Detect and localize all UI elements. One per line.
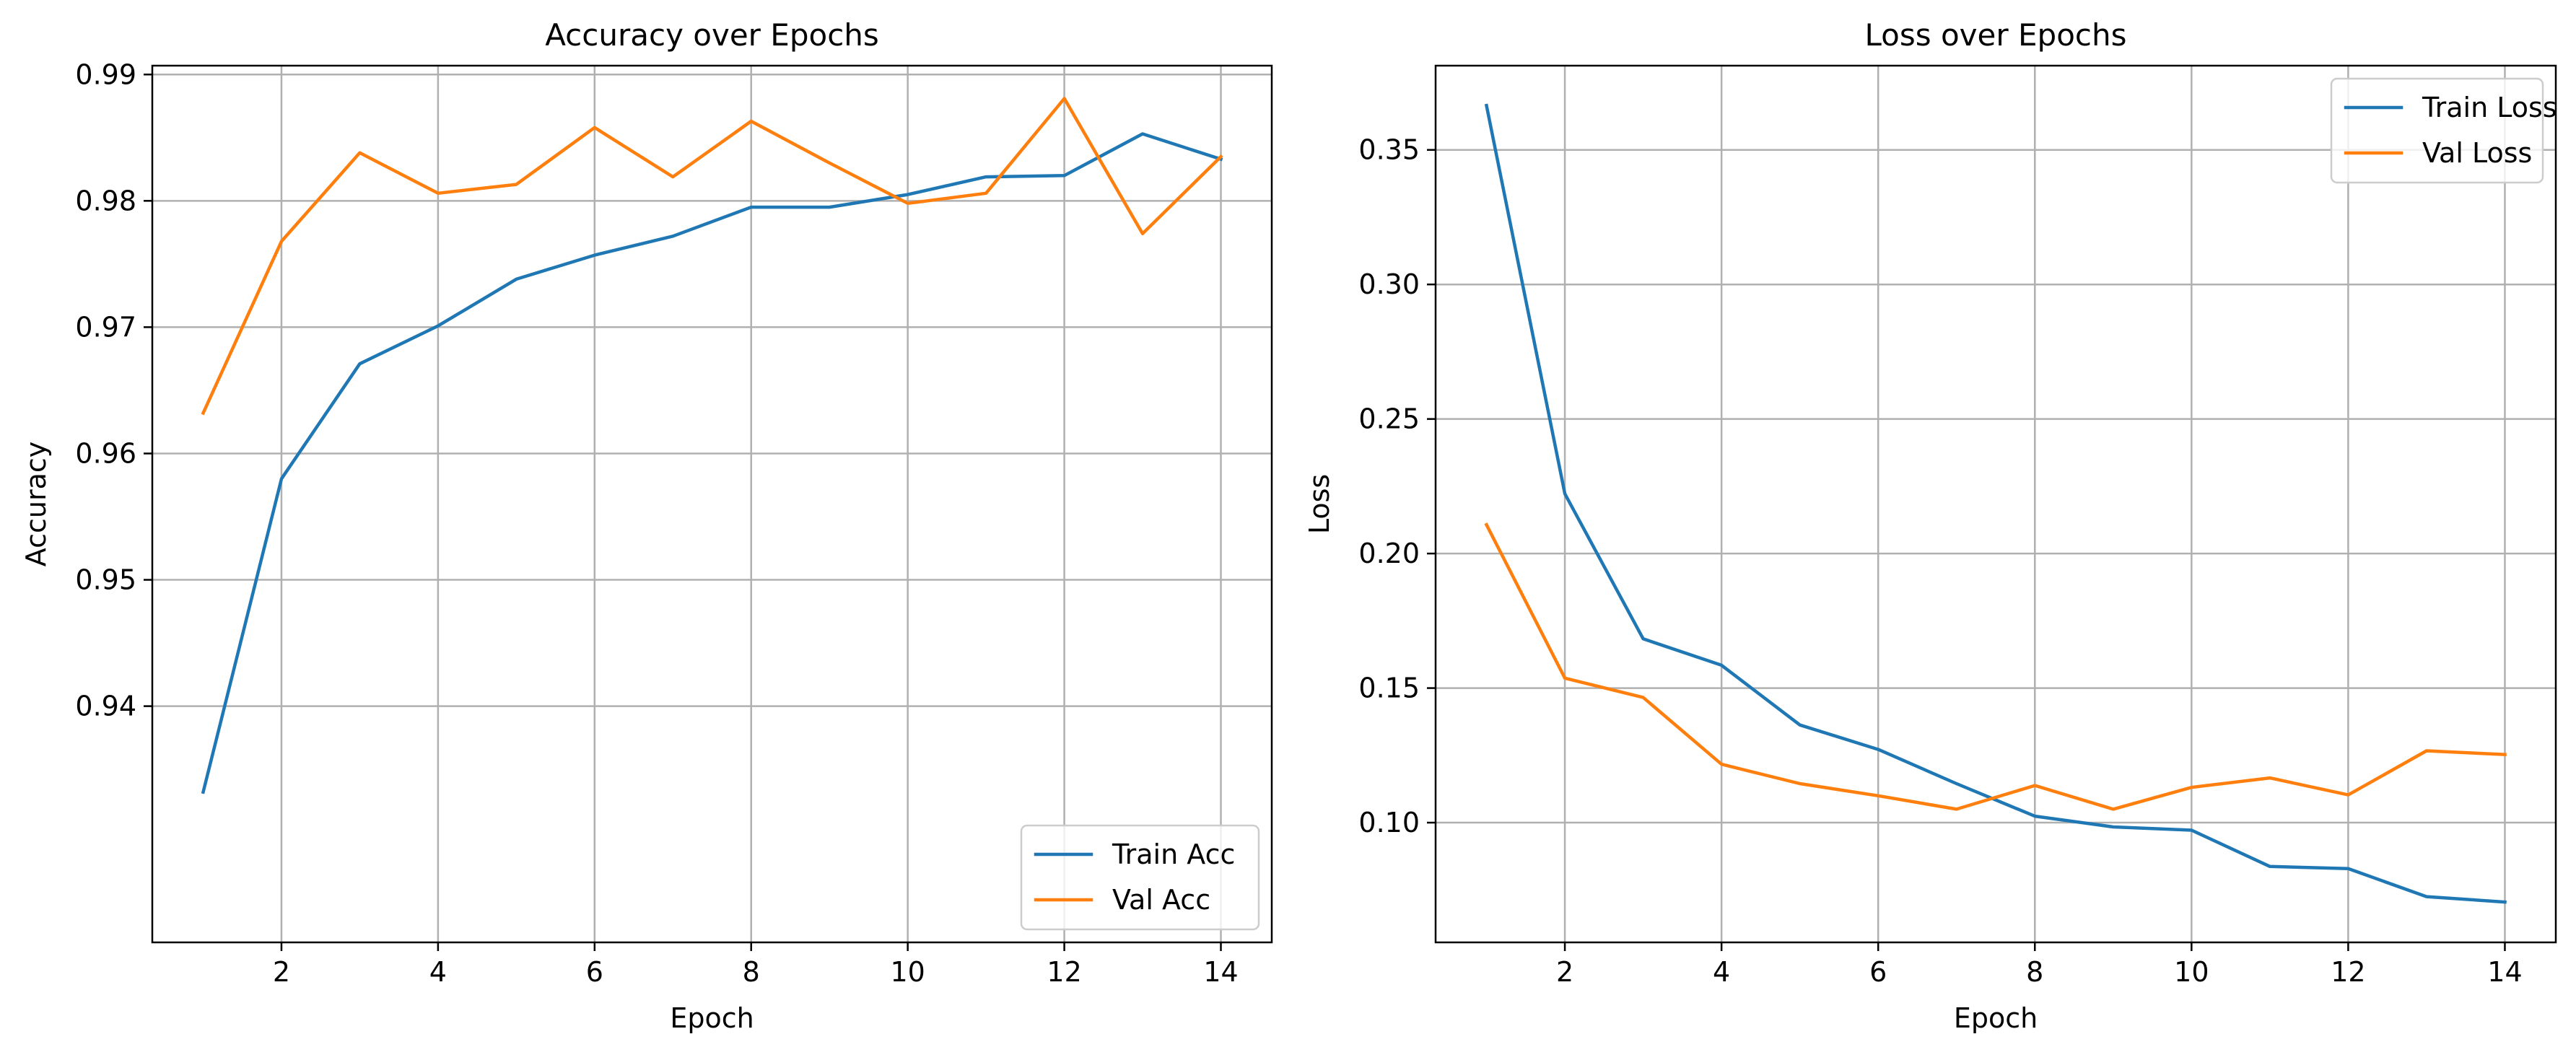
x-axis-label: Epoch: [670, 1002, 754, 1034]
y-axis-label: Accuracy: [20, 442, 52, 567]
x-tick-label: 12: [1047, 956, 1081, 988]
plot-frame: [151, 64, 1273, 944]
legend-label: Train Loss: [2422, 92, 2557, 123]
y-tick-label: 0.15: [1358, 673, 1420, 704]
x-tick-label: 6: [1869, 956, 1887, 988]
legend-box: [1020, 824, 1260, 931]
x-tick-label: 6: [586, 956, 603, 988]
legend-box: [2330, 77, 2544, 184]
plot-frame: [1434, 64, 2557, 944]
series-line-train-acc: [201, 132, 1223, 794]
y-tick-label: 0.20: [1358, 538, 1420, 569]
y-axis-label: Loss: [1304, 474, 1335, 534]
x-tick-label: 2: [273, 956, 290, 988]
x-tick-label: 8: [743, 956, 760, 988]
x-axis-label: Epoch: [1954, 1002, 2038, 1034]
series-line-val-acc: [201, 97, 1223, 416]
x-tick-label: 10: [2174, 956, 2209, 988]
chart-title: Accuracy over Epochs: [545, 17, 879, 53]
series-line-train-loss: [1484, 103, 2507, 904]
x-tick-label: 8: [2026, 956, 2043, 988]
x-tick-label: 14: [2487, 956, 2522, 988]
chart-title: Loss over Epochs: [1865, 17, 2127, 53]
y-tick-label: 0.94: [75, 691, 136, 722]
x-tick-label: 14: [1203, 956, 1238, 988]
y-tick-label: 0.98: [75, 185, 136, 216]
x-tick-label: 4: [429, 956, 447, 988]
legend: Train Loss Val Loss: [2330, 77, 2557, 184]
y-tick-label: 0.96: [75, 437, 136, 469]
y-tick-label: 0.35: [1358, 134, 1420, 166]
legend: Train Acc Val Acc: [1020, 824, 1260, 931]
series-line-val-loss: [1484, 522, 2507, 811]
y-tick-label: 0.30: [1358, 268, 1420, 300]
legend-label: Train Acc: [1112, 838, 1235, 870]
loss-chart: 2 4 6 8 10 12 14 0.10 0.15 0.20 0.25 0.30 0.35 Loss o…: [1304, 17, 2557, 1034]
x-tick-label: 2: [1556, 956, 1573, 988]
y-tick-label: 0.25: [1358, 403, 1420, 435]
y-tick-label: 0.99: [75, 58, 136, 90]
y-tick-label: 0.97: [75, 311, 136, 343]
x-tick-label: 12: [2331, 956, 2365, 988]
accuracy-chart: 2 4 6 8 10 12 14 0.94 0.95 0.96 0.97 0.98 0.99 Accura…: [20, 17, 1273, 1034]
x-tick-label: 10: [890, 956, 925, 988]
legend-label: Val Loss: [2422, 137, 2532, 169]
y-tick-label: 0.10: [1358, 807, 1420, 838]
x-tick-label: 4: [1713, 956, 1730, 988]
legend-label: Val Acc: [1112, 884, 1210, 916]
y-tick-label: 0.95: [75, 564, 136, 596]
